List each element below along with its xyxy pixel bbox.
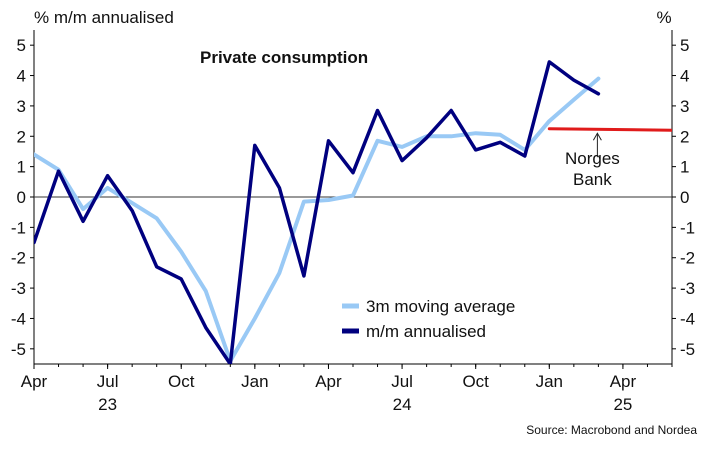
source-note: Source: Macrobond and Nordea xyxy=(526,423,697,437)
x-year-label: 23 xyxy=(98,395,117,414)
series-line-3m-moving-average xyxy=(34,76,601,363)
y-tick-label-right: 1 xyxy=(680,158,689,177)
y-tick-label-left: -2 xyxy=(11,249,26,268)
y-tick-label-left: 0 xyxy=(17,188,26,207)
y-tick-label-left: 4 xyxy=(17,67,26,86)
x-tick-label: Jan xyxy=(241,372,268,391)
x-tick-label: Apr xyxy=(315,372,342,391)
x-tick-label: Jul xyxy=(391,372,413,391)
y-tick-label-right: -5 xyxy=(680,340,695,359)
y-tick-label-left: -3 xyxy=(11,279,26,298)
legend-label: m/m annualised xyxy=(366,322,486,341)
y-tick-label-left: -1 xyxy=(11,218,26,237)
x-tick-label: Jan xyxy=(536,372,563,391)
y-tick-label-right: 3 xyxy=(680,97,689,116)
annotation-arrowhead xyxy=(592,132,602,141)
y-tick-label-right: 0 xyxy=(680,188,689,207)
y-tick-label-left: 2 xyxy=(17,127,26,146)
y-tick-label-left: 5 xyxy=(17,36,26,55)
legend: 3m moving average m/m annualised xyxy=(342,297,515,341)
y-tick-label-right: -4 xyxy=(680,309,695,328)
chart-title: Private consumption xyxy=(200,48,368,67)
x-tick-label: Oct xyxy=(168,372,195,391)
annotations: Norges Bank xyxy=(565,132,620,189)
y-tick-label-left: -4 xyxy=(11,309,26,328)
x-year-label: 24 xyxy=(393,395,412,414)
y-tick-label-right: -1 xyxy=(680,218,695,237)
y-tick-label-left: 1 xyxy=(17,158,26,177)
y-tick-label-left: 3 xyxy=(17,97,26,116)
x-tick-label: Jul xyxy=(97,372,119,391)
right-axis-label: % xyxy=(656,8,671,27)
series-line-m-m-annualised xyxy=(34,60,601,364)
series xyxy=(34,60,672,364)
x-tick-label: Apr xyxy=(610,372,637,391)
annotation-text: Bank xyxy=(573,170,612,189)
x-year-label: 25 xyxy=(613,395,632,414)
y-tick-label-right: 5 xyxy=(680,36,689,55)
y-tick-label-right: 4 xyxy=(680,67,689,86)
legend-label: 3m moving average xyxy=(366,297,515,316)
y-tick-label-right: -3 xyxy=(680,279,695,298)
series-line-norges-bank xyxy=(547,127,672,132)
x-tick-label: Oct xyxy=(462,372,489,391)
x-tick-label: Apr xyxy=(21,372,48,391)
left-axis-label: % m/m annualised xyxy=(34,8,174,27)
y-tick-label-right: -2 xyxy=(680,249,695,268)
y-tick-label-left: -5 xyxy=(11,340,26,359)
annotation-text: Norges xyxy=(565,149,620,168)
y-tick-label-right: 2 xyxy=(680,127,689,146)
